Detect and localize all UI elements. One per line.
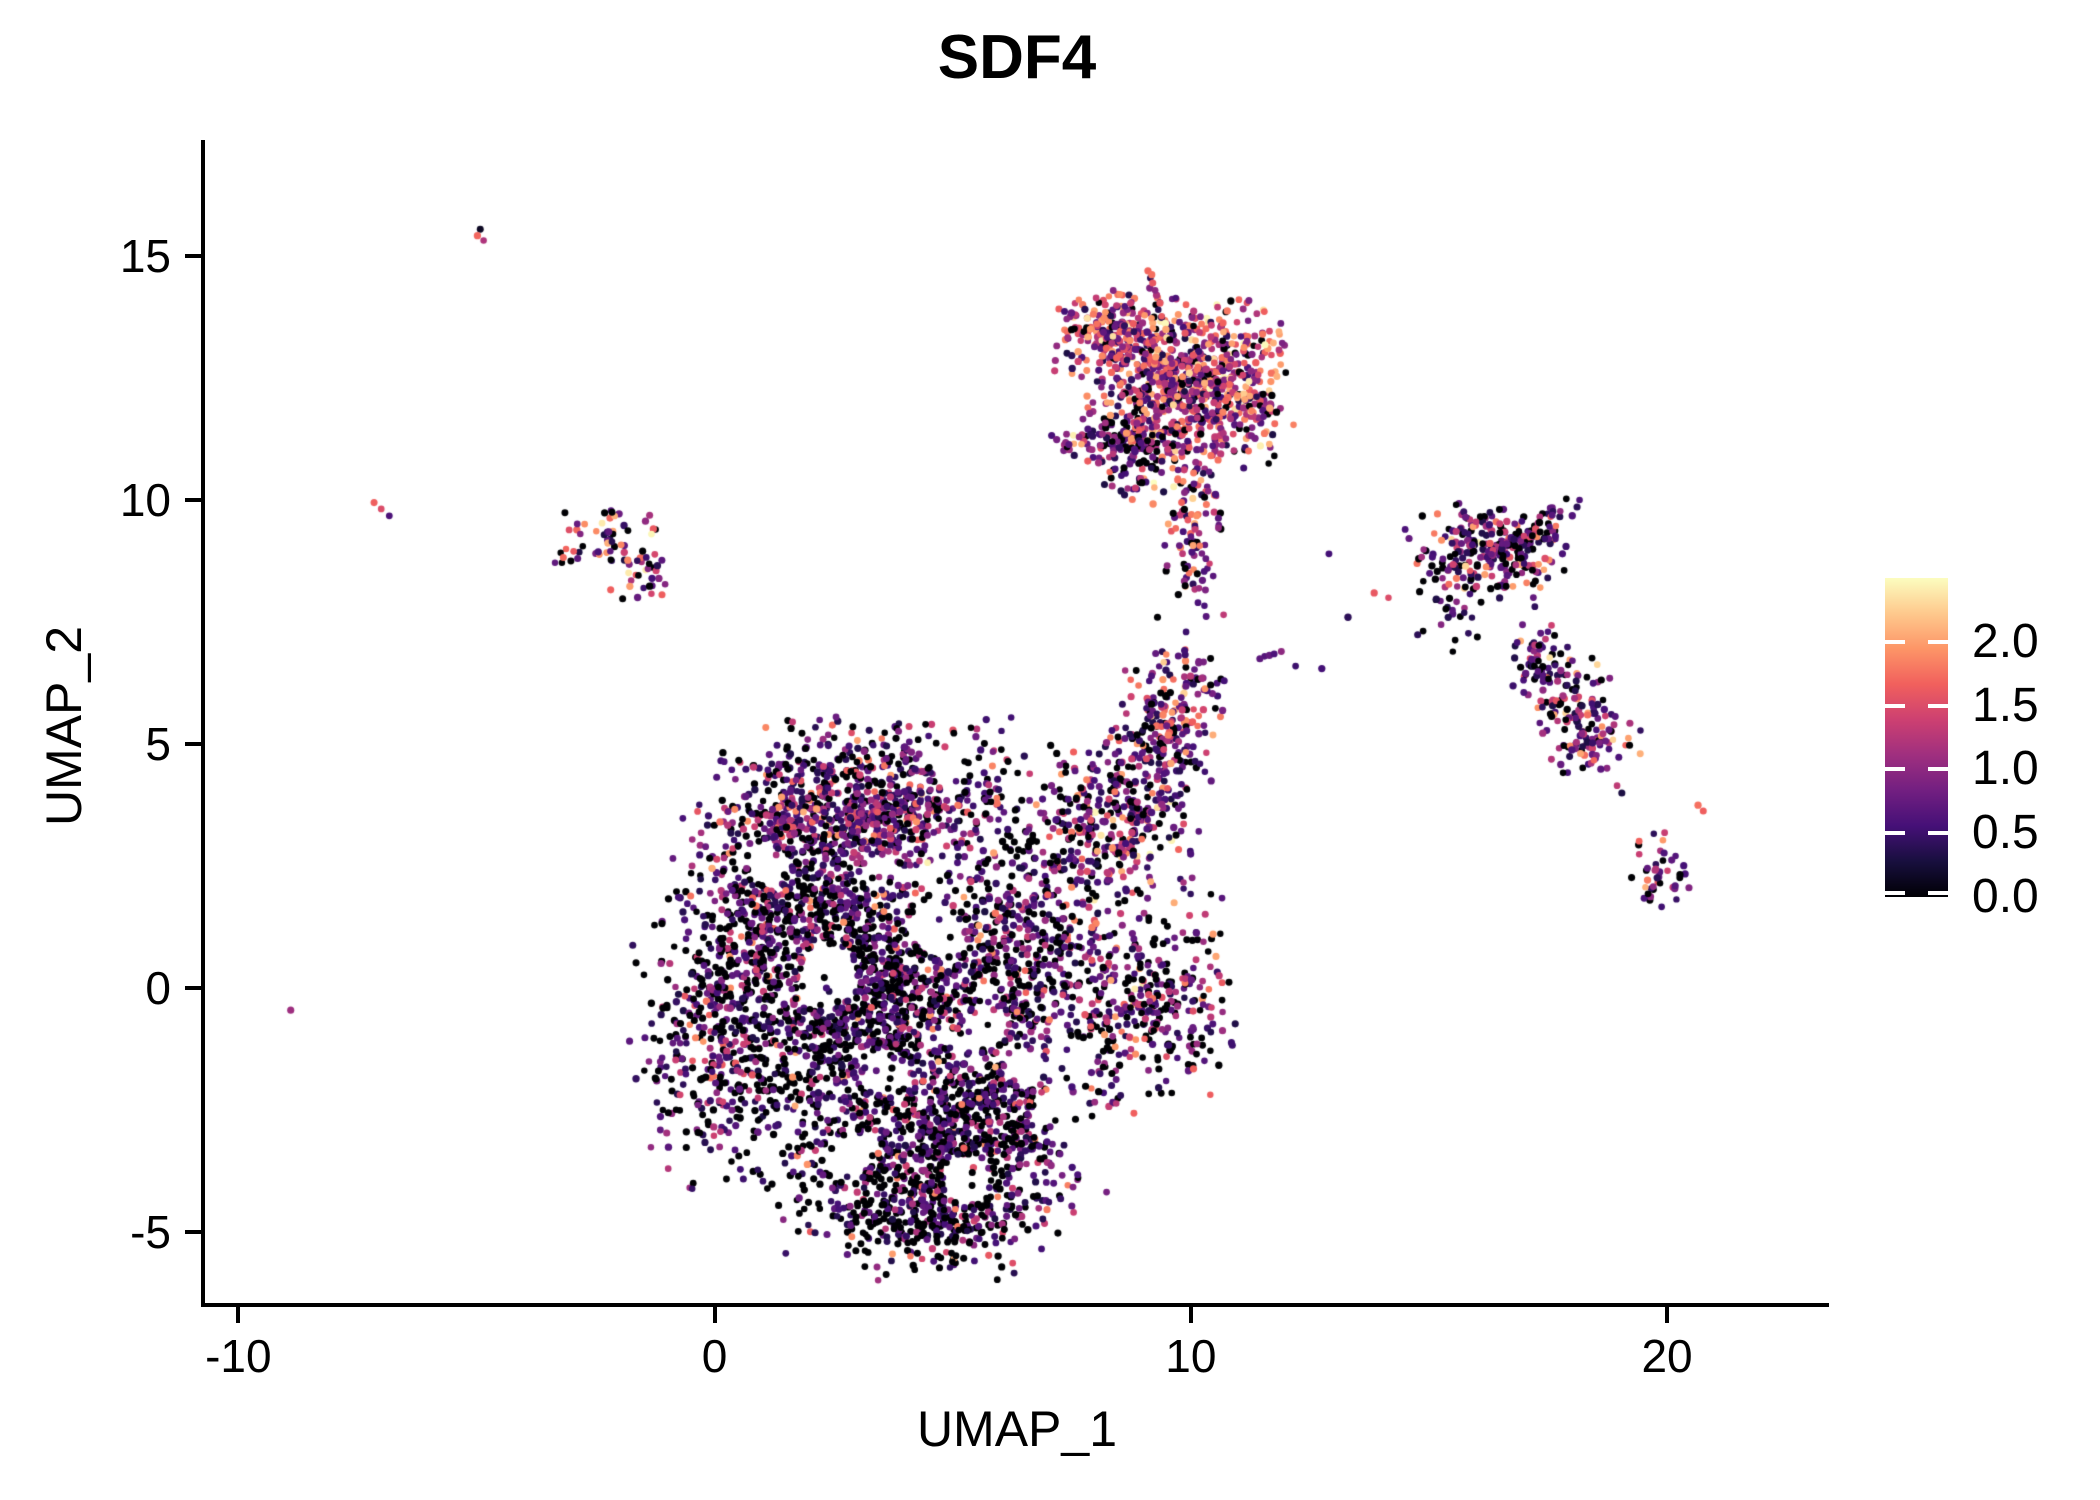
y-tick-label: 0 — [145, 962, 171, 1015]
colorbar-tick-mark — [1885, 891, 1905, 895]
colorbar-tick-label: 1.5 — [1972, 678, 2039, 732]
colorbar-tick-mark — [1928, 767, 1948, 772]
colorbar-tick-label: 1.0 — [1972, 742, 2039, 796]
colorbar-tick-mark — [1885, 767, 1905, 772]
x-tick-mark — [712, 1307, 717, 1323]
y-tick-label: 10 — [119, 474, 171, 527]
plot-title: SDF4 — [937, 23, 1097, 92]
colorbar-tick-mark — [1885, 703, 1905, 708]
y-tick-mark — [185, 498, 201, 503]
colorbar-tick-mark — [1928, 639, 1948, 644]
colorbar-tick-label: 0.5 — [1972, 806, 2039, 860]
y-tick-mark — [185, 254, 201, 259]
y-tick-mark — [185, 1230, 201, 1235]
x-tick-mark — [1188, 1307, 1193, 1323]
colorbar-tick-mark — [1928, 703, 1948, 708]
x-tick-mark — [1665, 1307, 1670, 1323]
colorbar-tick-mark — [1928, 831, 1948, 836]
y-tick-label: -5 — [130, 1206, 171, 1259]
x-tick-mark — [236, 1307, 241, 1323]
x-tick-label: 10 — [1165, 1330, 1217, 1382]
x-axis-line — [201, 1303, 1829, 1307]
y-tick-label: 15 — [119, 230, 171, 283]
y-axis-line — [201, 140, 205, 1307]
colorbar-tick-mark — [1928, 891, 1948, 895]
colorbar-tick-mark — [1885, 639, 1905, 644]
x-axis-title: UMAP_1 — [916, 1401, 1118, 1457]
colorbar-gradient — [1885, 578, 1948, 897]
colorbar-tick-label: 2.0 — [1972, 614, 2039, 668]
colorbar-tick-label: 0.0 — [1972, 870, 2039, 923]
x-tick-label: 0 — [701, 1330, 728, 1382]
colorbar-tick-mark — [1885, 831, 1905, 836]
x-tick-label: -10 — [205, 1330, 272, 1382]
y-tick-mark — [185, 742, 201, 747]
y-tick-mark — [185, 986, 201, 991]
x-tick-label: 20 — [1641, 1330, 1693, 1382]
y-tick-label: 5 — [145, 718, 171, 771]
y-axis-title: UMAP_2 — [36, 625, 92, 827]
